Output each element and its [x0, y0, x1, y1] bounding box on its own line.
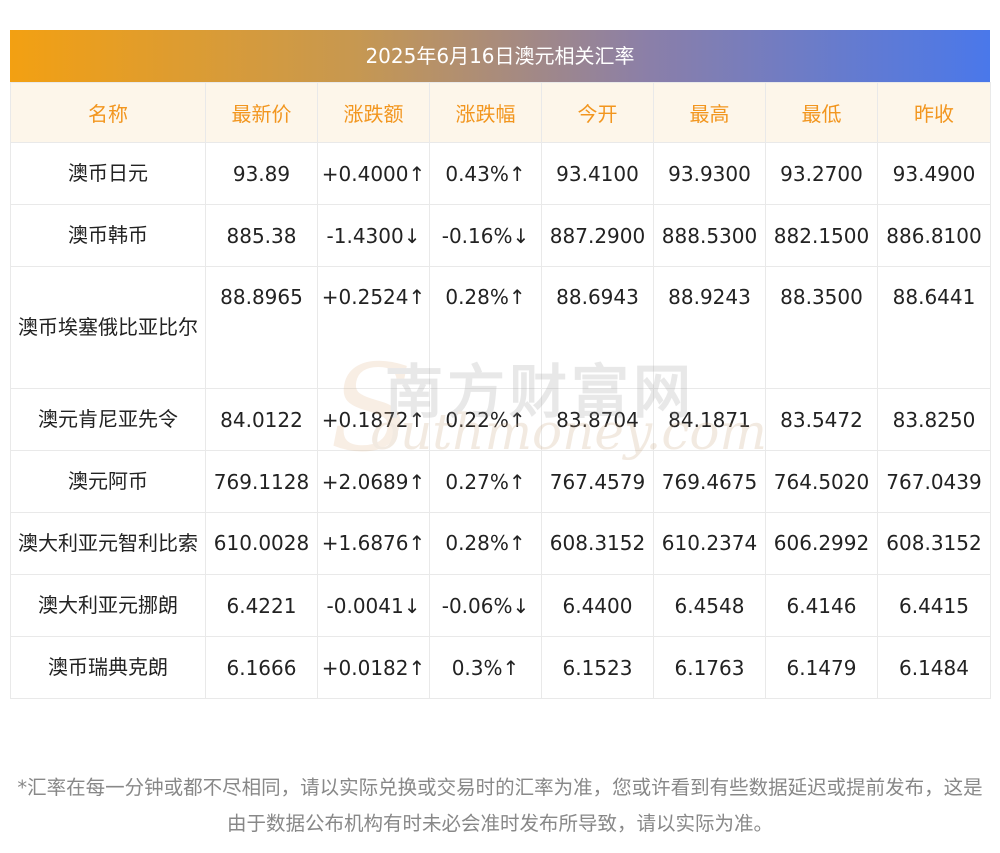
change-amount: +0.2524↑	[317, 266, 430, 389]
currency-name: 澳币韩币	[10, 204, 206, 267]
high-price: 610.2374	[653, 512, 766, 575]
latest-price: 769.1128	[205, 450, 318, 513]
low-price: 882.1500	[765, 204, 878, 267]
banner-title: 2025年6月16日澳元相关汇率	[10, 30, 990, 82]
currency-name: 澳大利亚元挪朗	[10, 574, 206, 637]
change-percent: 0.27%↑	[429, 450, 542, 513]
prev-close: 93.4900	[877, 142, 991, 205]
prev-close: 83.8250	[877, 388, 991, 451]
latest-price: 6.4221	[205, 574, 318, 637]
header-change-pct: 涨跌幅	[429, 82, 542, 143]
high-price: 93.9300	[653, 142, 766, 205]
low-price: 6.1479	[765, 636, 878, 699]
open-price: 83.8704	[541, 388, 654, 451]
change-percent: 0.28%↑	[429, 266, 542, 389]
table-row: 澳币瑞典克朗 6.1666 +0.0182↑ 0.3%↑ 6.1523 6.17…	[10, 636, 991, 699]
high-price: 84.1871	[653, 388, 766, 451]
high-price: 769.4675	[653, 450, 766, 513]
open-price: 887.2900	[541, 204, 654, 267]
table-row: 澳大利亚元挪朗 6.4221 -0.0041↓ -0.06%↓ 6.4400 6…	[10, 574, 991, 637]
currency-name: 澳币日元	[10, 142, 206, 205]
currency-name: 澳大利亚元智利比索	[10, 512, 206, 575]
change-amount: -0.0041↓	[317, 574, 430, 637]
latest-price: 610.0028	[205, 512, 318, 575]
table-row: 澳币埃塞俄比亚比尔 88.8965 +0.2524↑ 0.28%↑ 88.694…	[10, 266, 991, 389]
open-price: 88.6943	[541, 266, 654, 389]
change-percent: -0.16%↓	[429, 204, 542, 267]
header-name: 名称	[10, 82, 206, 143]
table-row: 澳大利亚元智利比索 610.0028 +1.6876↑ 0.28%↑ 608.3…	[10, 512, 991, 575]
header-low: 最低	[765, 82, 878, 143]
latest-price: 885.38	[205, 204, 318, 267]
low-price: 764.5020	[765, 450, 878, 513]
disclaimer-note: *汇率在每一分钟或都不尽相同，请以实际兑换或交易时的汇率为准，您或许看到有些数据…	[17, 776, 983, 835]
prev-close: 6.1484	[877, 636, 991, 699]
change-percent: 0.3%↑	[429, 636, 542, 699]
prev-close: 608.3152	[877, 512, 991, 575]
change-percent: 0.28%↑	[429, 512, 542, 575]
table-row: 澳元肯尼亚先令 84.0122 +0.1872↑ 0.22%↑ 83.8704 …	[10, 388, 991, 451]
prev-close: 886.8100	[877, 204, 991, 267]
open-price: 6.4400	[541, 574, 654, 637]
change-amount: +0.0182↑	[317, 636, 430, 699]
header-change: 涨跌额	[317, 82, 430, 143]
open-price: 767.4579	[541, 450, 654, 513]
header-high: 最高	[653, 82, 766, 143]
change-percent: 0.43%↑	[429, 142, 542, 205]
exchange-rate-table: 名称 最新价 涨跌额 涨跌幅 今开 最高 最低 昨收 澳币日元 93.89 +0…	[10, 82, 991, 699]
change-percent: -0.06%↓	[429, 574, 542, 637]
high-price: 6.1763	[653, 636, 766, 699]
prev-close: 767.0439	[877, 450, 991, 513]
low-price: 93.2700	[765, 142, 878, 205]
currency-name: 澳元阿币	[10, 450, 206, 513]
header-prev-close: 昨收	[877, 82, 991, 143]
change-amount: +1.6876↑	[317, 512, 430, 575]
low-price: 83.5472	[765, 388, 878, 451]
open-price: 93.4100	[541, 142, 654, 205]
header-latest: 最新价	[205, 82, 318, 143]
low-price: 88.3500	[765, 266, 878, 389]
table-row: 澳元阿币 769.1128 +2.0689↑ 0.27%↑ 767.4579 7…	[10, 450, 991, 513]
low-price: 6.4146	[765, 574, 878, 637]
table-row: 澳币日元 93.89 +0.4000↑ 0.43%↑ 93.4100 93.93…	[10, 142, 991, 205]
currency-name: 澳币埃塞俄比亚比尔	[10, 266, 206, 389]
high-price: 88.9243	[653, 266, 766, 389]
low-price: 606.2992	[765, 512, 878, 575]
latest-price: 93.89	[205, 142, 318, 205]
prev-close: 88.6441	[877, 266, 991, 389]
high-price: 6.4548	[653, 574, 766, 637]
change-amount: +0.1872↑	[317, 388, 430, 451]
table-row: 澳币韩币 885.38 -1.4300↓ -0.16%↓ 887.2900 88…	[10, 204, 991, 267]
high-price: 888.5300	[653, 204, 766, 267]
currency-name: 澳元肯尼亚先令	[10, 388, 206, 451]
open-price: 6.1523	[541, 636, 654, 699]
latest-price: 6.1666	[205, 636, 318, 699]
change-amount: +0.4000↑	[317, 142, 430, 205]
prev-close: 6.4415	[877, 574, 991, 637]
currency-name: 澳币瑞典克朗	[10, 636, 206, 699]
open-price: 608.3152	[541, 512, 654, 575]
table-header-row: 名称 最新价 涨跌额 涨跌幅 今开 最高 最低 昨收	[10, 82, 991, 143]
latest-price: 88.8965	[205, 266, 318, 389]
change-amount: +2.0689↑	[317, 450, 430, 513]
header-open: 今开	[541, 82, 654, 143]
change-amount: -1.4300↓	[317, 204, 430, 267]
change-percent: 0.22%↑	[429, 388, 542, 451]
latest-price: 84.0122	[205, 388, 318, 451]
